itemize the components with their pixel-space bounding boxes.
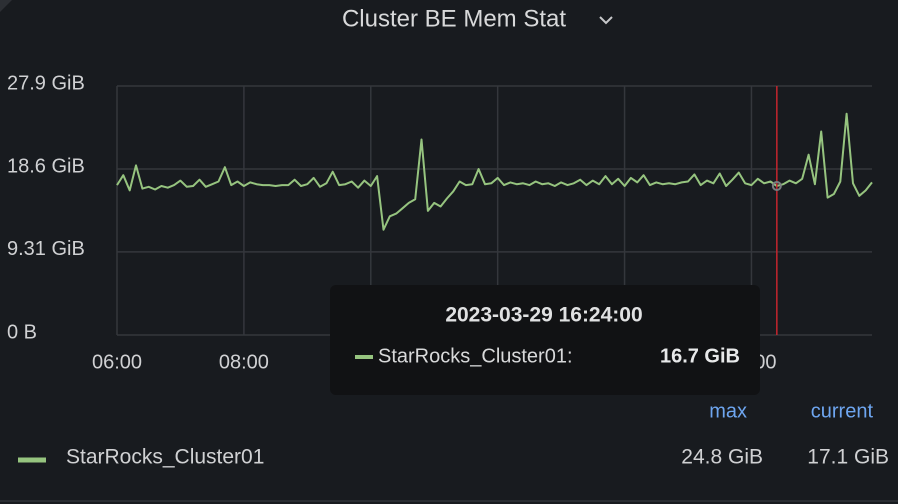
hover-point <box>771 180 782 191</box>
x-tick-label: 06:00 <box>92 351 142 373</box>
legend-series-name[interactable]: StarRocks_Cluster01 <box>66 446 264 469</box>
legend-value: 24.8 GiB <box>681 446 763 469</box>
legend-column-header[interactable]: current <box>811 400 874 422</box>
tooltip-title: 2023-03-29 16:24:00 <box>445 304 642 327</box>
legend-column-header[interactable]: max <box>709 400 747 422</box>
y-tick-label: 9.31 GiB <box>7 238 85 260</box>
corner-handle <box>0 0 12 12</box>
series-line <box>116 112 873 231</box>
legend: max current StarRocks_Cluster01 24.8 GiB… <box>18 400 889 469</box>
panel-title[interactable]: Cluster BE Mem Stat <box>342 5 566 32</box>
tooltip-value: 16.7 GiB <box>660 345 740 367</box>
y-tick-label: 27.9 GiB <box>7 72 85 94</box>
tooltip-series-label: StarRocks_Cluster01: <box>378 345 573 367</box>
x-tick-label: 08:00 <box>219 351 269 373</box>
title-chevron[interactable] <box>599 16 613 25</box>
y-tick-label: 0 B <box>7 321 37 343</box>
tooltip: 2023-03-29 16:24:00 StarRocks_Cluster01:… <box>330 285 760 395</box>
tooltip-box <box>330 285 760 395</box>
y-tick-label: 18.6 GiB <box>7 155 85 177</box>
legend-value: 17.1 GiB <box>807 446 889 469</box>
